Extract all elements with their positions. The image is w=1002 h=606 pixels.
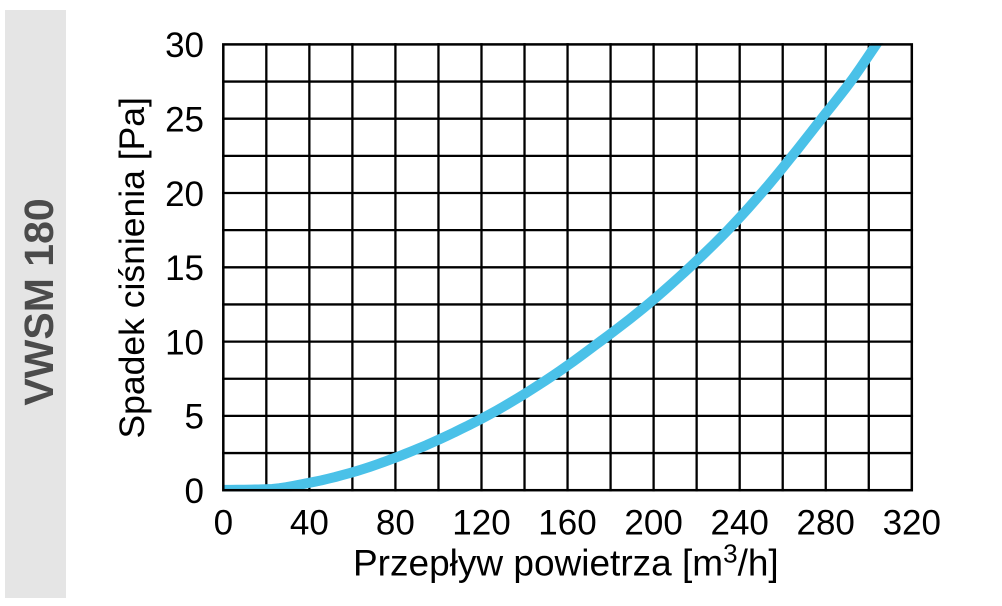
svg-text:280: 280 xyxy=(796,503,854,542)
svg-text:25: 25 xyxy=(165,101,204,140)
svg-text:0: 0 xyxy=(214,503,233,542)
svg-text:Przepływ powietrza [m3/h]: Przepływ powietrza [m3/h] xyxy=(353,539,779,584)
svg-text:40: 40 xyxy=(290,503,329,542)
svg-text:120: 120 xyxy=(452,503,510,542)
svg-text:320: 320 xyxy=(883,503,941,542)
svg-text:15: 15 xyxy=(165,249,204,288)
svg-text:160: 160 xyxy=(538,503,596,542)
svg-text:10: 10 xyxy=(165,323,204,362)
svg-text:0: 0 xyxy=(185,472,204,511)
svg-text:Spadek ciśnienia [Pa]: Spadek ciśnienia [Pa] xyxy=(112,97,152,438)
svg-text:5: 5 xyxy=(185,398,204,437)
svg-text:80: 80 xyxy=(376,503,415,542)
svg-text:VWSM 180: VWSM 180 xyxy=(16,198,62,405)
svg-text:20: 20 xyxy=(165,175,204,214)
svg-text:240: 240 xyxy=(710,503,768,542)
svg-text:30: 30 xyxy=(165,26,204,65)
svg-text:200: 200 xyxy=(624,503,682,542)
